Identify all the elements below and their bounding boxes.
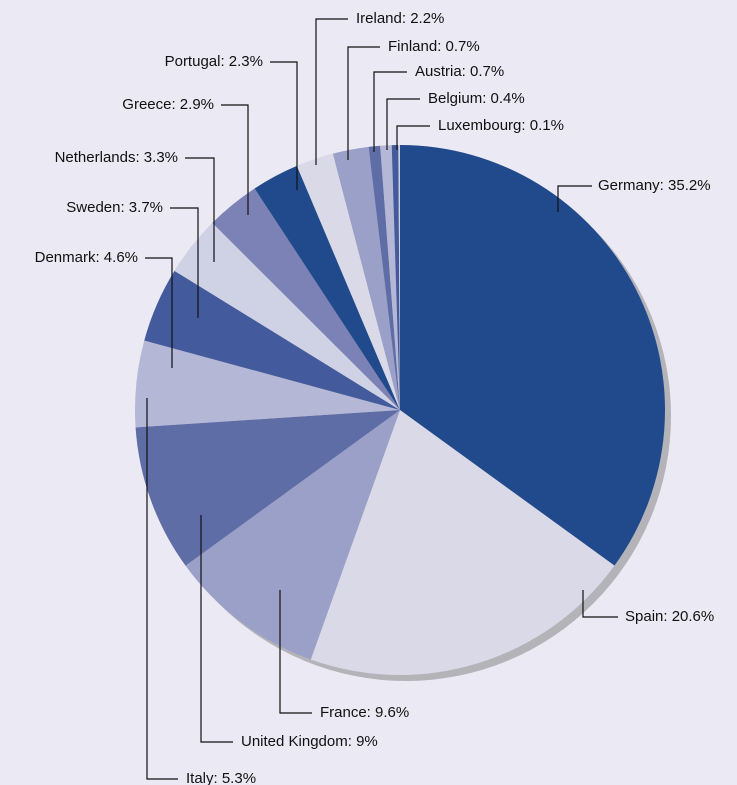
leader-line	[221, 104, 249, 215]
slice-label: Austria: 0.7%	[415, 63, 504, 80]
pie-slice	[135, 340, 400, 428]
slice-label: Spain: 20.6%	[625, 608, 714, 625]
slice-label: Belgium: 0.4%	[428, 90, 525, 107]
slice-label: Portugal: 2.3%	[165, 53, 263, 70]
pie-slice	[380, 145, 400, 410]
pie-slice	[391, 145, 400, 410]
leader-line	[347, 46, 380, 160]
pie-slice	[332, 146, 400, 410]
pie-slice	[254, 165, 400, 410]
pie-slice	[368, 145, 400, 410]
leader-line	[200, 515, 233, 743]
leader-line	[170, 207, 199, 318]
slice-label: United Kingdom: 9%	[241, 733, 378, 750]
slice-label: Ireland: 2.2%	[356, 10, 444, 27]
pie-slice	[185, 410, 400, 660]
slice-label: Germany: 35.2%	[598, 177, 711, 194]
leader-line	[582, 590, 618, 618]
pie-slice	[310, 410, 615, 676]
pie-slice	[400, 145, 665, 566]
leader-line	[373, 71, 407, 152]
slice-label: Greece: 2.9%	[122, 96, 214, 113]
pie-slice	[144, 270, 400, 410]
slice-label: Denmark: 4.6%	[35, 249, 138, 266]
pie-slice	[296, 153, 400, 410]
leader-line	[386, 98, 420, 150]
pie-slice	[212, 188, 400, 410]
pie-slice	[135, 410, 400, 566]
slice-label: France: 9.6%	[320, 704, 409, 721]
slice-label: Luxembourg: 0.1%	[438, 117, 564, 134]
pie-slice	[398, 145, 400, 410]
leader-line	[185, 157, 215, 262]
slice-label: Italy: 5.3%	[186, 770, 256, 785]
leader-line	[315, 18, 348, 165]
leader-line	[279, 590, 312, 714]
slice-label: Finland: 0.7%	[388, 38, 480, 55]
leader-line	[145, 257, 173, 368]
slice-label: Netherlands: 3.3%	[55, 149, 178, 166]
leader-line	[557, 185, 592, 212]
pie-slice	[174, 222, 400, 410]
leader-line	[146, 398, 178, 780]
slice-label: Sweden: 3.7%	[66, 199, 163, 216]
leader-line	[396, 125, 430, 150]
leader-line	[270, 61, 298, 190]
